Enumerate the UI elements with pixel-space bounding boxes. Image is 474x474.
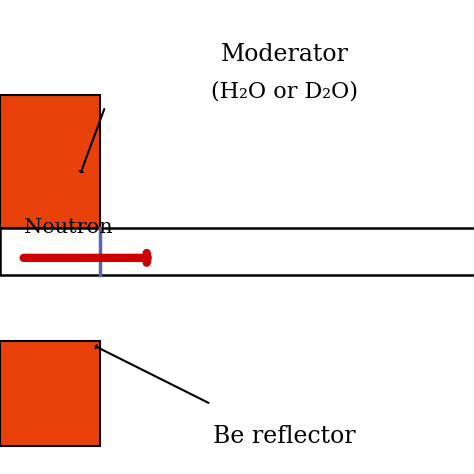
Bar (0, 95, 100, 228)
Bar (0, 228, 474, 275)
Text: Be reflector: Be reflector (213, 425, 356, 447)
Text: Neutron: Neutron (24, 218, 112, 237)
Text: (H₂O or D₂O): (H₂O or D₂O) (211, 81, 358, 102)
Text: Moderator: Moderator (220, 43, 348, 66)
Bar (0, 341, 100, 446)
